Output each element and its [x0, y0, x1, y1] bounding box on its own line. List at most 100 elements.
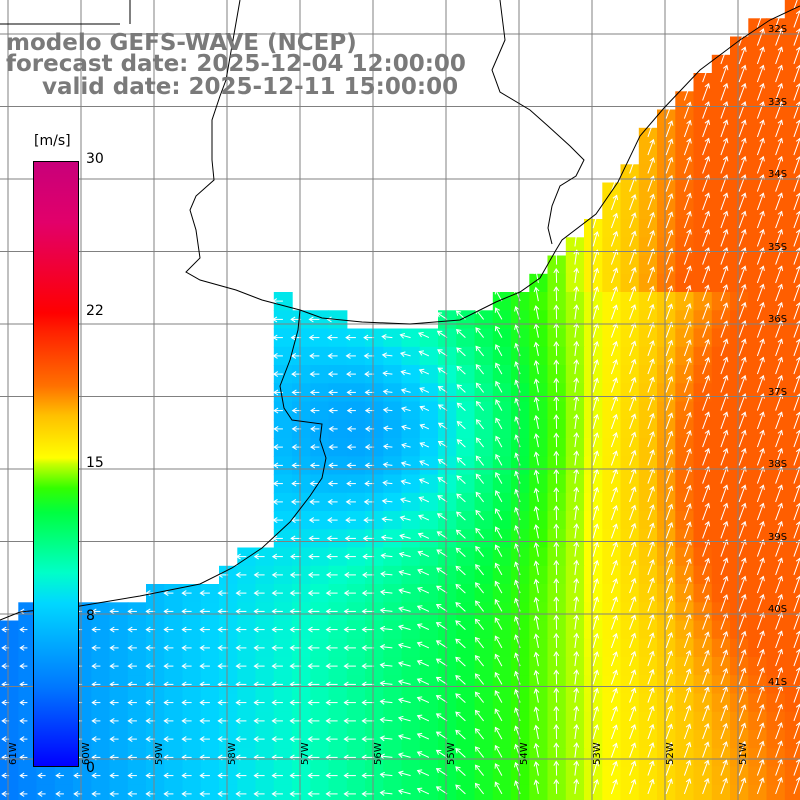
wind-cell — [200, 657, 220, 676]
wind-arrow — [775, 28, 783, 46]
wind-cell — [766, 584, 786, 603]
wind-arrow — [665, 102, 673, 119]
wind-cell — [18, 784, 38, 800]
wind-arrow-head — [19, 736, 25, 743]
wind-arrow-head — [649, 595, 655, 602]
wind-cell — [273, 602, 293, 622]
wind-arrow-head — [722, 484, 729, 491]
wind-arrow — [647, 395, 654, 411]
wind-arrow-head — [494, 325, 501, 332]
wind-cell — [730, 547, 749, 567]
wind-arrow-head — [163, 772, 169, 779]
wind-arrow — [702, 285, 709, 302]
wind-arrow — [683, 522, 691, 539]
wind-arrow-head — [612, 596, 618, 603]
wind-arrow-head — [289, 571, 296, 578]
wind-cell — [602, 547, 622, 567]
wind-arrow-head — [686, 411, 692, 418]
wind-cell — [182, 675, 202, 695]
wind-arrow-head — [455, 766, 461, 772]
wind-cell — [292, 438, 311, 457]
wind-arrow-head — [777, 776, 783, 783]
wind-arrow — [793, 302, 800, 320]
wind-arrow-head — [475, 437, 482, 443]
wind-cell — [328, 419, 348, 439]
wind-arrow-head — [235, 626, 241, 633]
wind-arrow — [495, 490, 503, 503]
wind-cell — [730, 456, 749, 476]
wind-arrow-head — [474, 746, 481, 752]
wind-arrow-head — [612, 413, 618, 420]
wind-cell — [730, 565, 749, 585]
wind-arrow-head — [291, 389, 297, 396]
wind-arrow-head — [325, 608, 331, 615]
wind-arrow-head — [722, 704, 728, 711]
wind-cell — [584, 602, 603, 622]
wind-arrow-head — [777, 174, 784, 180]
wind-arrow-head — [361, 663, 367, 670]
wind-cell — [383, 401, 403, 421]
wind-arrow-head — [704, 393, 711, 399]
wind-cell — [638, 365, 658, 384]
wind-arrow-head — [686, 539, 692, 546]
wind-arrow-head — [181, 772, 187, 779]
wind-cell — [310, 584, 330, 603]
wind-arrow-head — [271, 571, 277, 578]
wind-cell — [693, 511, 713, 530]
wind-arrow — [535, 780, 539, 794]
wind-cell — [438, 730, 457, 749]
wind-cell — [675, 438, 695, 457]
wind-arrow — [775, 667, 783, 685]
wind-cell — [766, 711, 786, 731]
wind-cell — [529, 273, 549, 293]
wind-cell — [474, 565, 494, 585]
wind-arrow — [702, 723, 709, 740]
wind-arrow — [756, 47, 764, 65]
wind-arrow — [535, 324, 539, 338]
wind-arrow-head — [514, 780, 520, 786]
wind-arrow-head — [630, 778, 637, 785]
wind-arrow — [592, 268, 598, 284]
wind-arrow-head — [573, 450, 580, 456]
wind-arrow — [665, 340, 673, 357]
wind-arrow-head — [741, 174, 747, 180]
wind-arrow-head — [307, 772, 313, 779]
wind-arrow — [494, 708, 503, 722]
wind-arrow-head — [271, 553, 278, 560]
wind-arrow-head — [704, 228, 711, 235]
wind-arrow — [418, 551, 430, 558]
wind-arrow — [535, 434, 539, 448]
wind-arrow — [702, 485, 710, 503]
wind-arrow — [417, 733, 430, 740]
wind-cell — [127, 784, 147, 800]
wind-arrow-head — [593, 669, 600, 676]
wind-arrow — [702, 65, 710, 83]
wind-arrow — [738, 193, 746, 211]
wind-arrow — [456, 329, 466, 338]
wind-arrow — [720, 156, 728, 174]
wind-cell — [492, 511, 512, 530]
wind-cell — [237, 657, 257, 676]
wind-cell — [328, 748, 348, 768]
wind-cell — [492, 675, 512, 695]
wind-arrow-head — [630, 669, 637, 675]
wind-arrow-head — [722, 594, 729, 600]
wind-arrow — [417, 697, 430, 704]
wind-arrow-head — [593, 212, 600, 219]
wind-arrow-head — [741, 28, 747, 34]
wind-arrow — [665, 139, 673, 156]
wind-arrow — [574, 670, 578, 685]
wind-arrow-head — [455, 747, 461, 754]
wind-arrow-head — [361, 772, 367, 779]
wind-arrow-head — [649, 211, 655, 218]
lat-label: 33S — [768, 97, 788, 108]
wind-cell — [292, 565, 311, 585]
wind-arrow-head — [217, 608, 223, 615]
wind-arrow — [400, 334, 411, 339]
wind-cell — [620, 182, 640, 202]
wind-arrow-head — [553, 541, 560, 547]
wind-arrow — [436, 585, 448, 594]
wind-cell — [346, 365, 366, 384]
wind-cell — [584, 237, 603, 257]
wind-arrow — [720, 357, 728, 375]
